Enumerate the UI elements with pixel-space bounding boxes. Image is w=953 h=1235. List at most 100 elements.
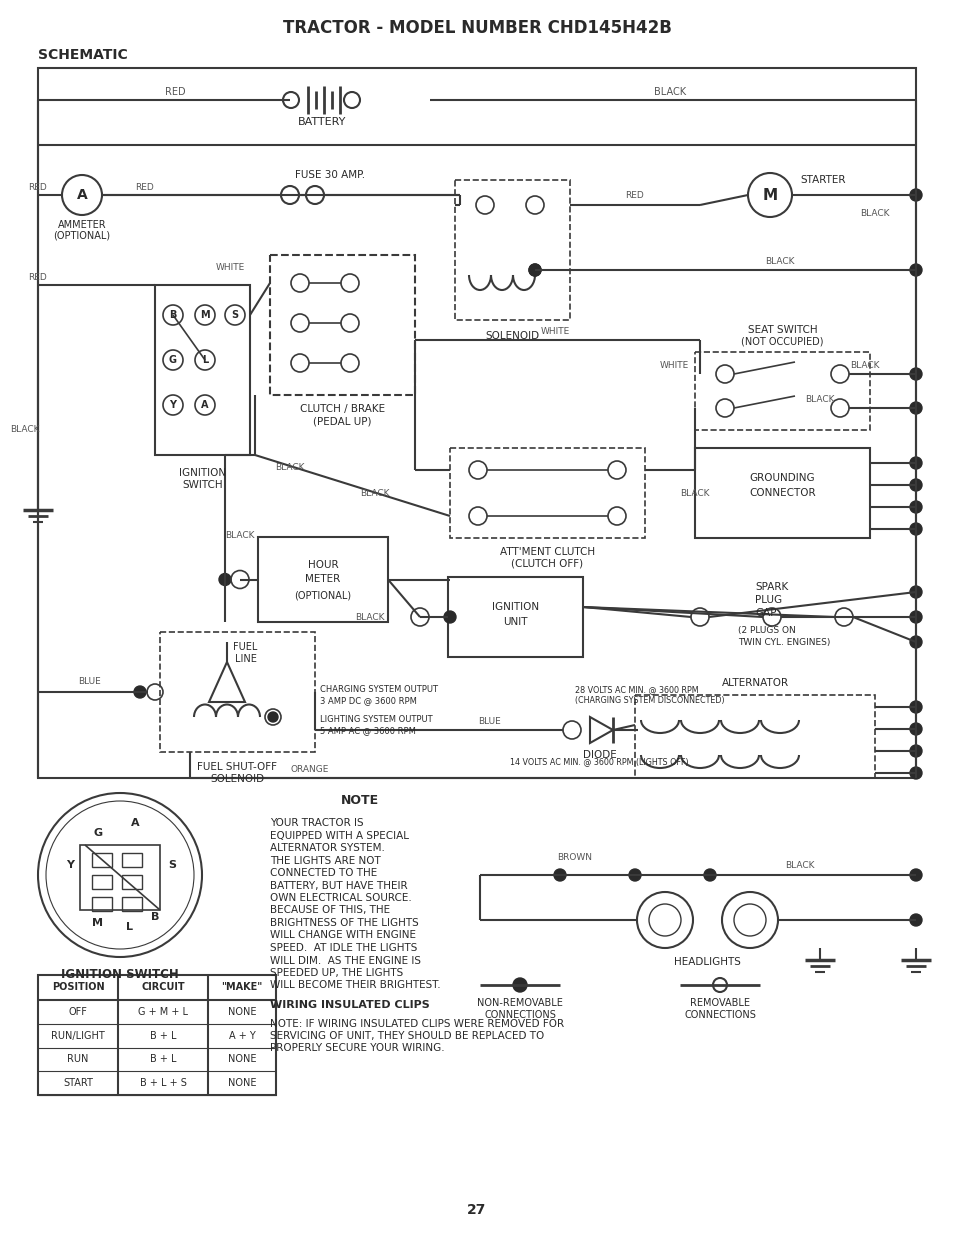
Circle shape	[909, 522, 921, 535]
Bar	[122, 897, 142, 911]
Text: POSITION: POSITION	[51, 983, 104, 993]
Text: WILL DIM.  AS THE ENGINE IS: WILL DIM. AS THE ENGINE IS	[270, 956, 420, 966]
Text: WILL BECOME THEIR BRIGHTEST.: WILL BECOME THEIR BRIGHTEST.	[270, 981, 440, 990]
Text: BLACK: BLACK	[225, 531, 254, 540]
Circle shape	[909, 636, 921, 648]
Text: BLACK: BLACK	[850, 362, 879, 370]
Text: EQUIPPED WITH A SPECIAL: EQUIPPED WITH A SPECIAL	[270, 830, 409, 841]
Text: CONNECTED TO THE: CONNECTED TO THE	[270, 868, 376, 878]
Bar	[91, 897, 112, 911]
Text: ATT'MENT CLUTCH: ATT'MENT CLUTCH	[499, 547, 595, 557]
Text: L: L	[202, 354, 208, 366]
Text: THE LIGHTS ARE NOT: THE LIGHTS ARE NOT	[270, 856, 380, 866]
Text: FUEL SHUT-OFF: FUEL SHUT-OFF	[197, 762, 277, 772]
Circle shape	[909, 611, 921, 622]
Circle shape	[909, 368, 921, 380]
Text: A + Y: A + Y	[229, 1031, 255, 1041]
Text: 5 AMP AC @ 3600 RPM: 5 AMP AC @ 3600 RPM	[319, 726, 416, 736]
Circle shape	[909, 457, 921, 469]
Text: 28 VOLTS AC MIN. @ 3600 RPM: 28 VOLTS AC MIN. @ 3600 RPM	[575, 685, 698, 694]
Text: BECAUSE OF THIS, THE: BECAUSE OF THIS, THE	[270, 905, 390, 915]
Text: IGNITION SWITCH: IGNITION SWITCH	[61, 968, 179, 982]
Circle shape	[909, 264, 921, 275]
Text: RED: RED	[28, 183, 47, 191]
Circle shape	[268, 713, 277, 722]
Text: HEADLIGHTS: HEADLIGHTS	[673, 957, 740, 967]
Circle shape	[909, 745, 921, 757]
Bar	[91, 853, 112, 867]
Text: (CLUTCH OFF): (CLUTCH OFF)	[511, 559, 583, 569]
Text: GROUNDING: GROUNDING	[749, 473, 815, 483]
Text: ALTERNATOR SYSTEM.: ALTERNATOR SYSTEM.	[270, 844, 384, 853]
Text: AMMETER: AMMETER	[57, 220, 106, 230]
Text: GAP: GAP	[754, 608, 776, 618]
Text: B + L: B + L	[150, 1055, 176, 1065]
Text: CONNECTOR: CONNECTOR	[748, 488, 815, 498]
Text: BLACK: BLACK	[764, 258, 794, 267]
Text: TWIN CYL. ENGINES): TWIN CYL. ENGINES)	[738, 637, 829, 646]
Text: OWN ELECTRICAL SOURCE.: OWN ELECTRICAL SOURCE.	[270, 893, 412, 903]
Circle shape	[909, 585, 921, 598]
Text: 3 AMP DC @ 3600 RPM: 3 AMP DC @ 3600 RPM	[319, 697, 416, 705]
Text: SPARK: SPARK	[754, 582, 787, 592]
Circle shape	[712, 978, 726, 992]
Text: RUN/LIGHT: RUN/LIGHT	[51, 1031, 105, 1041]
Text: DIODE: DIODE	[582, 750, 617, 760]
Text: WHITE: WHITE	[539, 327, 569, 336]
Text: L: L	[127, 923, 133, 932]
Bar	[695, 352, 869, 430]
Text: G + M + L: G + M + L	[138, 1007, 188, 1016]
Circle shape	[554, 869, 565, 881]
Text: UNIT: UNIT	[503, 618, 527, 627]
Bar	[154, 285, 250, 454]
Bar	[695, 448, 869, 538]
Text: 27: 27	[467, 1203, 486, 1216]
Text: (PEDAL UP): (PEDAL UP)	[313, 416, 372, 426]
Text: RED: RED	[135, 183, 154, 191]
Bar	[257, 537, 388, 622]
Text: BLACK: BLACK	[784, 861, 814, 869]
Circle shape	[909, 501, 921, 513]
Text: BRIGHTNESS OF THE LIGHTS: BRIGHTNESS OF THE LIGHTS	[270, 918, 418, 927]
Text: LINE: LINE	[234, 655, 256, 664]
Text: BLACK: BLACK	[10, 426, 40, 435]
Text: START: START	[63, 1078, 92, 1088]
Text: IGNITION: IGNITION	[179, 468, 226, 478]
Text: FUEL: FUEL	[233, 642, 257, 652]
Text: RUN: RUN	[68, 1055, 89, 1065]
Text: M: M	[200, 310, 210, 320]
Text: SERVICING OF UNIT, THEY SHOULD BE REPLACED TO: SERVICING OF UNIT, THEY SHOULD BE REPLAC…	[270, 1031, 543, 1041]
Text: M: M	[92, 918, 103, 927]
Text: REMOVABLE: REMOVABLE	[689, 998, 749, 1008]
Text: A: A	[201, 400, 209, 410]
Text: HOUR: HOUR	[308, 559, 338, 571]
Text: WILL CHANGE WITH ENGINE: WILL CHANGE WITH ENGINE	[270, 930, 416, 941]
Text: WHITE: WHITE	[215, 263, 244, 273]
Text: BLACK: BLACK	[653, 86, 685, 98]
Text: B + L + S: B + L + S	[139, 1078, 186, 1088]
Text: ALTERNATOR: ALTERNATOR	[720, 678, 788, 688]
Text: SOLENOID: SOLENOID	[485, 331, 539, 341]
Bar	[38, 974, 275, 1095]
Bar	[448, 577, 582, 657]
Text: PROPERLY SECURE YOUR WIRING.: PROPERLY SECURE YOUR WIRING.	[270, 1044, 444, 1053]
Circle shape	[909, 722, 921, 735]
Text: BLACK: BLACK	[275, 463, 304, 473]
Circle shape	[909, 914, 921, 926]
Text: OFF: OFF	[69, 1007, 88, 1016]
Bar	[160, 632, 314, 752]
Text: B: B	[151, 911, 159, 923]
Bar	[38, 68, 915, 778]
Text: B: B	[169, 310, 176, 320]
Text: (CHARGING SYSTEM DISCONNECTED): (CHARGING SYSTEM DISCONNECTED)	[575, 697, 724, 705]
Circle shape	[909, 403, 921, 414]
Text: CONNECTIONS: CONNECTIONS	[683, 1010, 755, 1020]
Text: STARTER: STARTER	[800, 175, 844, 185]
Text: NONE: NONE	[228, 1078, 256, 1088]
Bar	[122, 876, 142, 889]
Text: RED: RED	[165, 86, 185, 98]
Text: G: G	[169, 354, 177, 366]
Text: B + L: B + L	[150, 1031, 176, 1041]
Text: WIRING INSULATED CLIPS: WIRING INSULATED CLIPS	[270, 1000, 429, 1010]
Text: BLACK: BLACK	[860, 209, 889, 217]
